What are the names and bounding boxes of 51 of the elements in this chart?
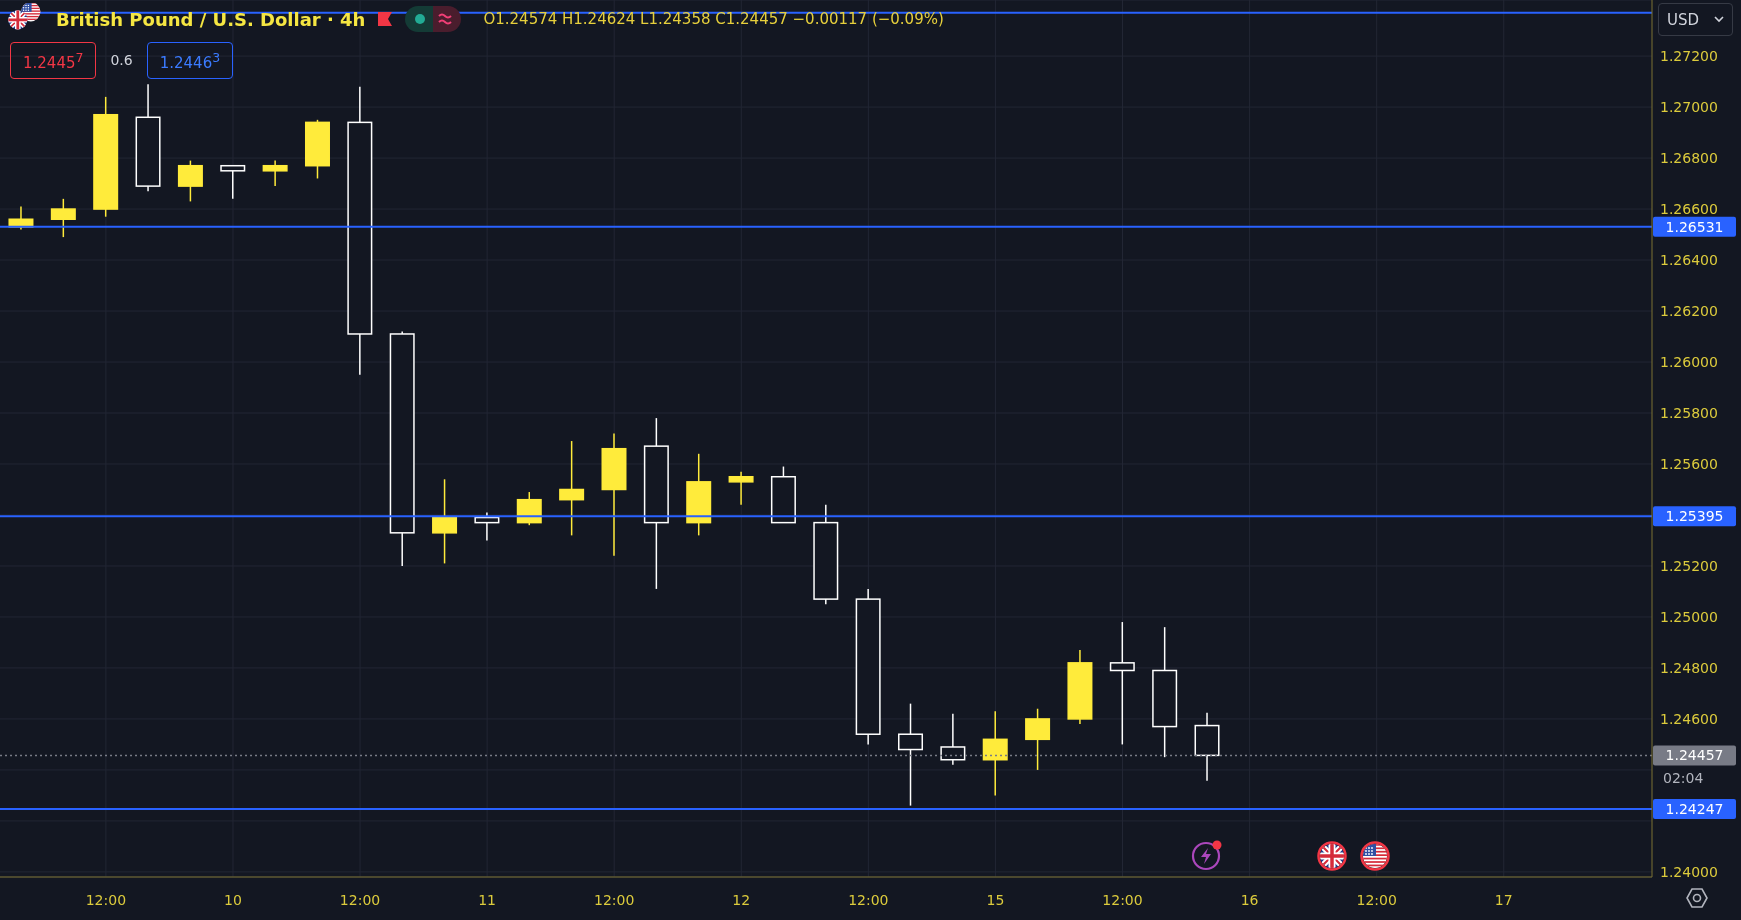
y-tick-label: 1.26000 [1660, 353, 1718, 370]
x-tick-label: 12:00 [594, 891, 635, 908]
text: 02:04 [1663, 770, 1704, 786]
candlestick [177, 159, 203, 203]
candlestick [262, 159, 288, 187]
x-tick-label: 16 [1240, 891, 1259, 908]
x-tick-label: 11 [478, 891, 497, 908]
ref-line-label: 1.24247 [1665, 800, 1724, 817]
x-tick-label: 10 [224, 891, 242, 908]
annotation: 0.6 [109, 52, 134, 68]
x-tick-label: 12:00 [1102, 891, 1143, 908]
y-tick-label: 1.25600 [1660, 455, 1718, 472]
candlestick [940, 713, 966, 766]
dropdown: USD [1658, 3, 1733, 36]
x-tick-label: 12:00 [339, 891, 381, 908]
ref-line-label: 1.24457 [1665, 747, 1724, 764]
y-tick-label: 1.24000 [1660, 863, 1718, 880]
x-tick-label: 17 [1494, 891, 1513, 908]
buy-price-button: 1.2446$^{3}$ [146, 41, 234, 79]
y-tick-label: 1.24600 [1660, 710, 1718, 727]
candlestick [1025, 707, 1051, 771]
candlestick [50, 198, 76, 238]
x-tick-label: 12:00 [1356, 891, 1397, 908]
y-tick-label: 1.26800 [1660, 150, 1718, 167]
candlestick [559, 440, 585, 537]
candlestick [516, 491, 542, 526]
candlestick [474, 511, 500, 542]
candlestick [898, 702, 924, 807]
x-tick-label: 12:00 [85, 891, 127, 908]
annotation: O1.24574 H1.24624 L1.24358 C1.24457 −0.00117 (−0.09%) [483, 10, 944, 28]
sell-price-button: 1.2445$^{7}$ [10, 41, 97, 79]
y-tick-label: 1.25000 [1660, 608, 1718, 625]
y-tick-label: 1.25200 [1660, 557, 1718, 574]
ref-line-label: 1.26531 [1665, 218, 1724, 235]
x-tick-label: 15 [986, 891, 1005, 908]
y-tick-label: 1.24800 [1660, 659, 1718, 676]
y-tick-label: 1.25800 [1660, 404, 1718, 421]
y-tick-label: 1.26600 [1660, 201, 1718, 218]
y-tick-label: 1.27200 [1660, 48, 1718, 65]
y-tick-label: 1.26400 [1660, 252, 1718, 269]
ref-line-label: 1.25395 [1665, 508, 1724, 525]
candlestick [432, 478, 458, 565]
text: British Pound / U.S. Dollar · 4h [56, 8, 366, 30]
y-tick-label: 1.27000 [1660, 99, 1718, 116]
y-tick-label: 1.26200 [1660, 303, 1718, 319]
candlestick [220, 164, 246, 200]
candlestick [982, 710, 1008, 797]
candlestick [1109, 621, 1135, 746]
candlestick [728, 470, 754, 506]
x-tick-label: 12:00 [848, 891, 889, 908]
x-tick-label: 12 [732, 891, 751, 908]
